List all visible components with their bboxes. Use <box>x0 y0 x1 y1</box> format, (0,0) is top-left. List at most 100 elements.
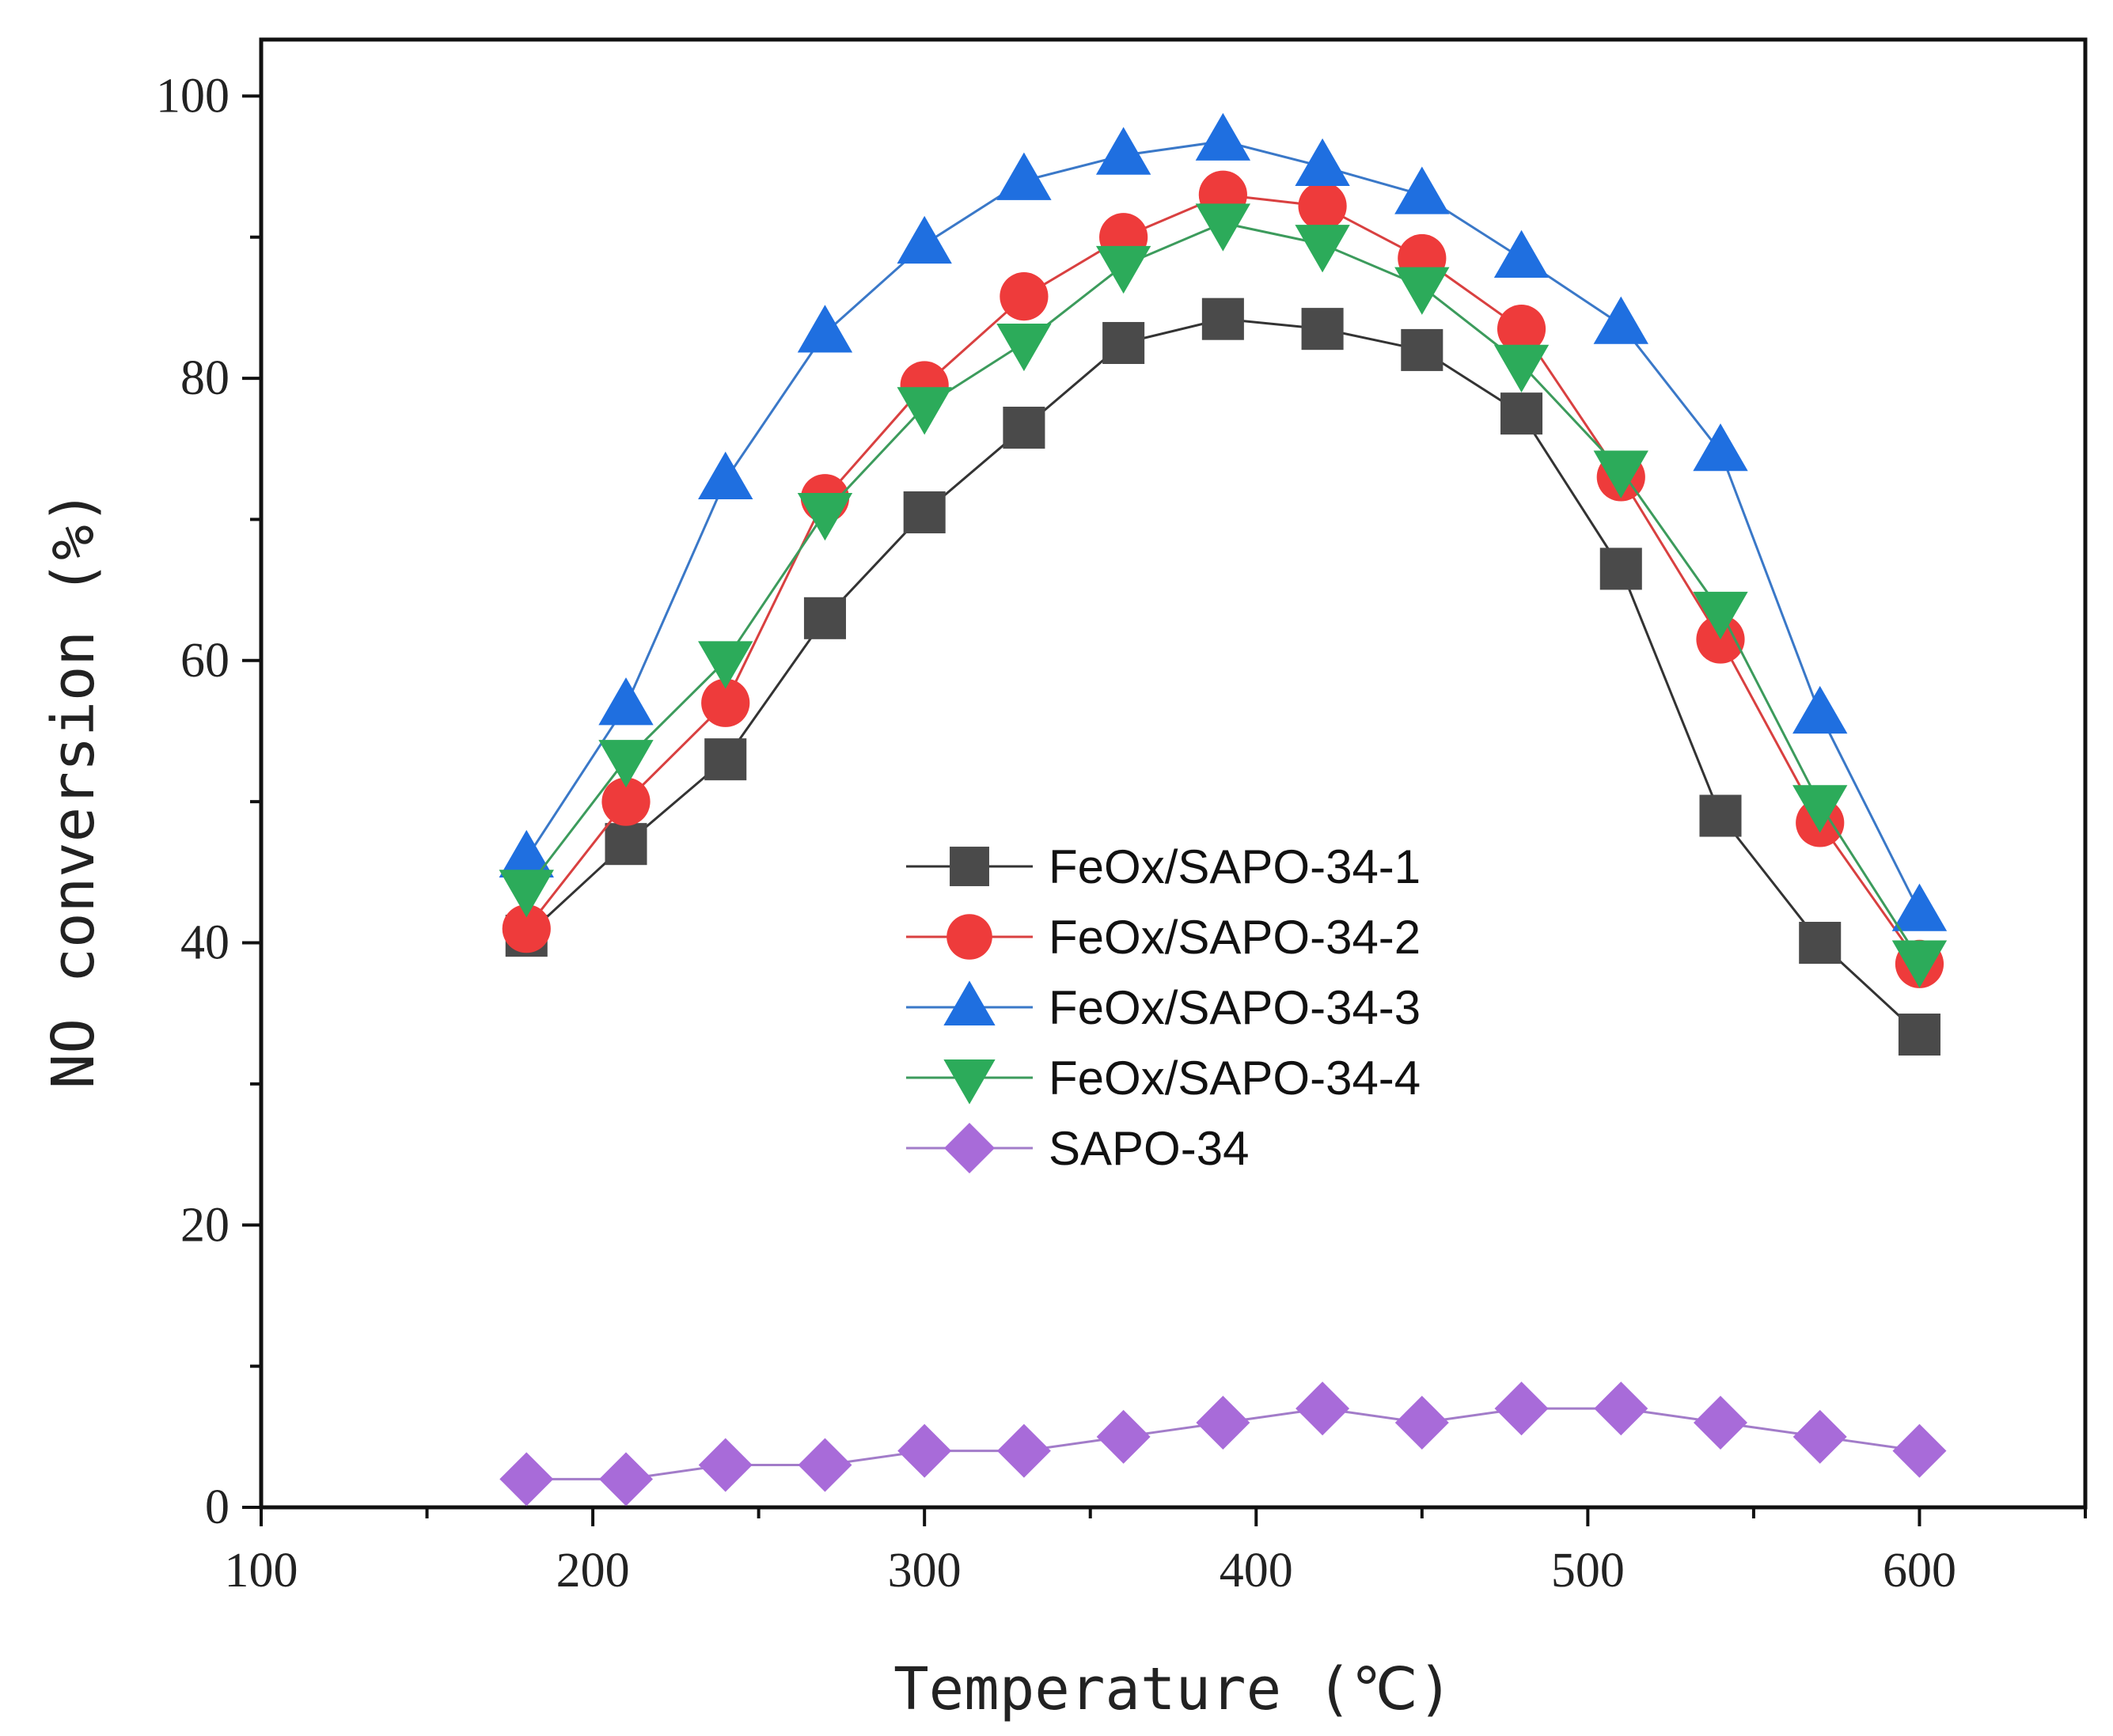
legend-entry-2: FeOx/SAPO-34-2 <box>906 911 1421 964</box>
data-point <box>698 641 753 689</box>
y-tick-label: 60 <box>180 634 230 688</box>
data-point <box>803 597 846 639</box>
data-point <box>1195 203 1251 252</box>
data-point <box>1693 423 1748 472</box>
data-point <box>499 829 554 877</box>
data-point <box>1201 298 1244 340</box>
data-point <box>698 1438 753 1492</box>
data-point <box>996 324 1052 372</box>
series-4 <box>499 203 1948 988</box>
data-point <box>1898 1013 1940 1056</box>
x-tick-label: 200 <box>556 1544 630 1598</box>
x-tick-label: 500 <box>1551 1544 1625 1598</box>
data-point <box>1593 450 1648 498</box>
data-point <box>1102 321 1145 365</box>
x-tick-label: 300 <box>888 1544 962 1598</box>
legend-entry-3: FeOx/SAPO-34-3 <box>906 980 1421 1034</box>
y-tick-label: 0 <box>205 1480 230 1534</box>
data-point <box>599 1452 653 1507</box>
data-point <box>499 870 554 918</box>
data-point <box>996 152 1052 200</box>
series-3 <box>499 112 1948 931</box>
data-point <box>1394 267 1450 315</box>
data-point <box>1792 785 1848 833</box>
data-point <box>1799 922 1842 965</box>
data-point <box>1497 305 1546 354</box>
data-point <box>1500 392 1543 435</box>
data-point <box>797 305 853 353</box>
data-point <box>996 1423 1051 1478</box>
x-tick-label: 100 <box>225 1544 298 1598</box>
data-point <box>1594 1382 1648 1436</box>
legend-marker <box>943 980 996 1026</box>
data-point <box>1095 245 1151 294</box>
legend-label: FeOx/SAPO-34-2 <box>1049 911 1421 964</box>
data-point <box>1593 296 1648 344</box>
data-point <box>1891 940 1948 988</box>
series-layer <box>499 112 1948 1507</box>
data-point <box>1493 344 1550 392</box>
legend-entry-1: FeOx/SAPO-34-1 <box>906 840 1421 893</box>
legend-label: SAPO-34 <box>1049 1122 1249 1175</box>
tick-layer: 100 200 300 400 500 600 0 20 40 60 80 100 <box>156 69 2087 1598</box>
legend-marker <box>943 1059 996 1105</box>
y-tick-label: 20 <box>180 1198 230 1252</box>
y-tick-label: 80 <box>180 351 230 405</box>
data-point <box>1694 1395 1747 1450</box>
legend-label: FeOx/SAPO-34-4 <box>1049 1052 1421 1105</box>
data-point <box>1394 1395 1449 1450</box>
data-point <box>797 493 853 541</box>
data-point <box>598 677 654 726</box>
data-point <box>499 1452 554 1507</box>
data-point <box>701 678 750 727</box>
data-point <box>1096 1409 1151 1464</box>
legend-label: FeOx/SAPO-34-3 <box>1049 981 1421 1034</box>
x-tick-label: 400 <box>1220 1544 1293 1598</box>
data-point <box>897 215 952 264</box>
data-point <box>1301 308 1344 351</box>
data-point <box>1298 181 1347 231</box>
data-point <box>1003 406 1045 449</box>
data-point <box>1494 1382 1549 1436</box>
data-point <box>1693 591 1748 640</box>
data-point <box>1699 794 1742 837</box>
data-point <box>1295 1382 1350 1436</box>
data-point <box>1195 112 1251 161</box>
data-point <box>598 740 654 788</box>
legend-marker <box>950 847 989 886</box>
series-5 <box>499 1382 1947 1507</box>
data-point <box>605 823 647 866</box>
y-tick-label: 100 <box>156 69 230 123</box>
x-axis-title: Temperature (℃) <box>893 1655 1453 1723</box>
data-point <box>1401 328 1443 371</box>
data-point <box>1792 685 1848 734</box>
legend-entry-4: FeOx/SAPO-34-4 <box>906 1052 1421 1105</box>
legend-label: FeOx/SAPO-34-1 <box>1049 840 1421 893</box>
data-point <box>704 738 747 781</box>
legend-entry-5: SAPO-34 <box>906 1122 1249 1175</box>
data-point <box>698 451 753 499</box>
data-point <box>502 904 551 953</box>
plot-frame <box>259 37 2088 1510</box>
data-point <box>1196 1395 1250 1450</box>
y-tick-label: 40 <box>180 916 230 970</box>
data-point <box>1493 229 1550 278</box>
data-point <box>1295 138 1350 187</box>
legend-marker <box>946 914 992 960</box>
data-point <box>1891 883 1948 931</box>
data-point <box>1000 272 1049 321</box>
x-tick-label: 600 <box>1883 1544 1956 1598</box>
data-point <box>897 1423 952 1478</box>
axis-frame-layer <box>259 37 2088 1510</box>
data-point <box>1599 548 1642 590</box>
data-point <box>1792 1409 1847 1464</box>
legend-marker <box>944 1123 995 1173</box>
data-point <box>1892 1423 1947 1478</box>
data-point <box>903 491 946 534</box>
data-point <box>1394 166 1450 214</box>
data-point <box>897 387 952 435</box>
data-point <box>601 777 651 826</box>
data-point <box>1095 127 1151 175</box>
y-axis-title: NO conversion (%) <box>40 490 108 1089</box>
